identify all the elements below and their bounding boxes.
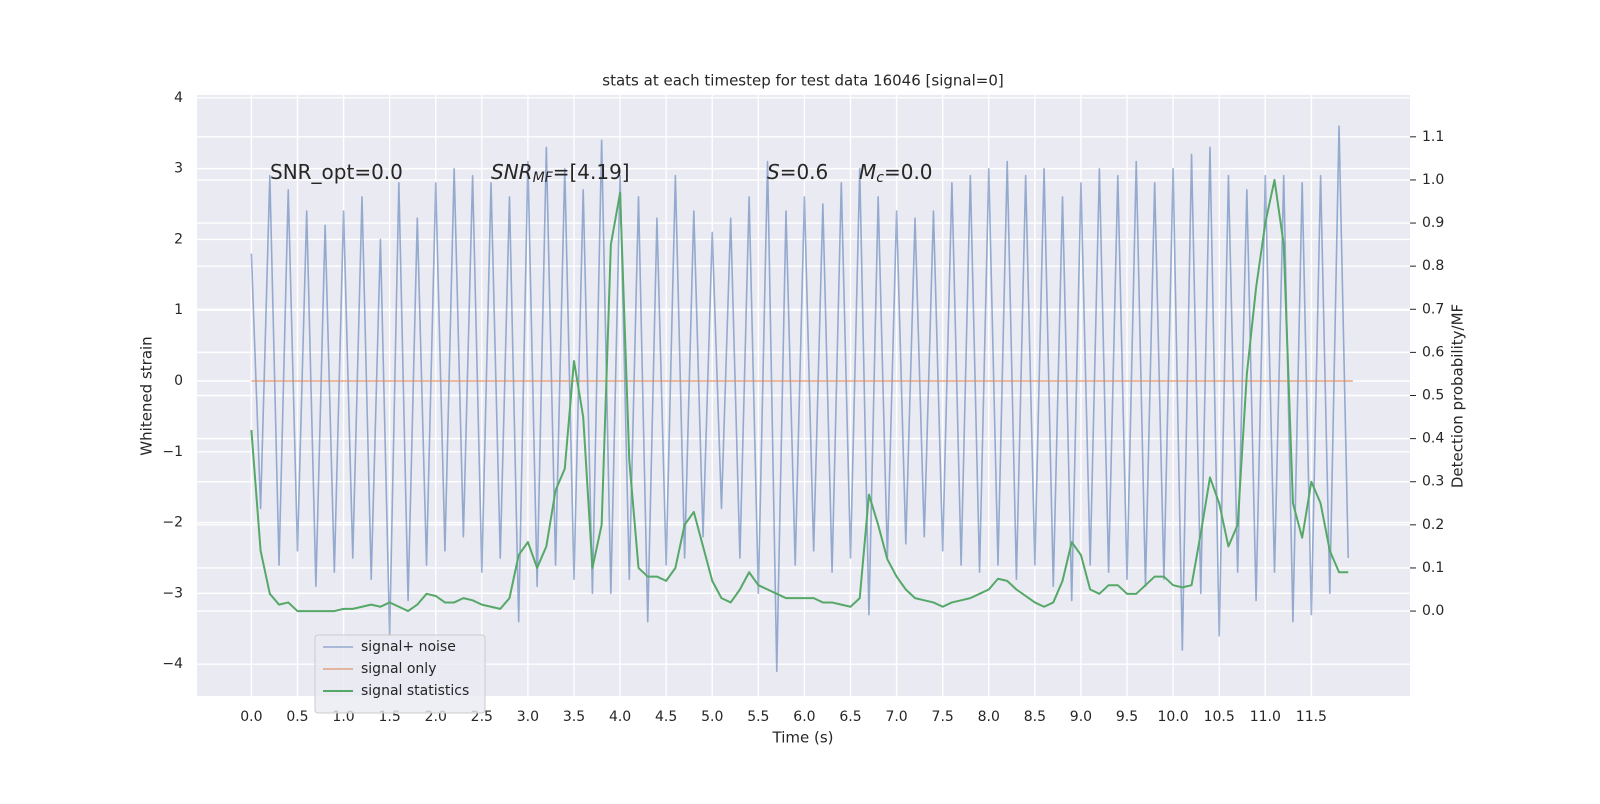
x-tick-label: 9.5 (1116, 709, 1138, 725)
x-tick-label: 6.5 (839, 709, 861, 725)
legend-label: signal+ noise (361, 639, 456, 655)
y-tick-label: −2 (162, 515, 183, 531)
y2-tick-label: 1.0 (1422, 172, 1444, 188)
chart-title: stats at each timestep for test data 160… (602, 72, 1003, 90)
x-tick-label: 4.0 (609, 709, 631, 725)
y2-tick-label: 0.3 (1422, 474, 1444, 490)
y-axis-label: Whitened strain (138, 336, 156, 455)
x-tick-label: 8.0 (978, 709, 1000, 725)
x-tick-label: 4.5 (655, 709, 677, 725)
y2-tick-label: 0.4 (1422, 431, 1444, 447)
y2-tick-label: 0.9 (1422, 215, 1444, 231)
legend-label: signal statistics (361, 683, 469, 699)
y-tick-label: 4 (174, 90, 183, 106)
annotation-subscript: MF (533, 170, 554, 186)
annotation-text: M (859, 160, 876, 184)
x-tick-label: 11.5 (1296, 709, 1327, 725)
y-tick-label: −4 (162, 656, 183, 672)
legend-box (314, 634, 486, 714)
x-tick-label: 7.0 (885, 709, 907, 725)
y2-tick-label: 0.6 (1422, 344, 1444, 360)
annotation: SNRMF=[4.19] (491, 160, 630, 187)
y-tick-label: 0 (174, 373, 183, 389)
y2-tick-label: 0.5 (1422, 388, 1444, 404)
x-tick-label: 10.5 (1204, 709, 1235, 725)
y2-tick-label: 1.1 (1422, 129, 1444, 145)
annotation-subscript: c (876, 170, 884, 186)
annotation-text: =0.0 (884, 160, 933, 184)
y2-tick-label: 0.1 (1422, 560, 1444, 576)
annotation-text: S (767, 160, 780, 184)
y2-axis-label: Detection probability/MF (1449, 304, 1467, 488)
x-tick-label: 11.0 (1250, 709, 1281, 725)
y2-tick-label: 0.2 (1422, 517, 1444, 533)
x-axis-label: Time (s) (772, 729, 834, 747)
series-line (250, 178, 1349, 613)
y-tick-label: 2 (174, 231, 183, 247)
x-tick-label: 5.5 (747, 709, 769, 725)
y2-tick-label: 0.8 (1422, 258, 1444, 274)
annotation-text: SNR_opt=0.0 (270, 160, 403, 184)
x-tick-label: 10.0 (1158, 709, 1189, 725)
y-tick-label: 3 (174, 161, 183, 177)
y2-tick-label: 0.0 (1422, 603, 1444, 619)
y2-tick-label: 0.7 (1422, 301, 1444, 317)
x-tick-label: 8.5 (1024, 709, 1046, 725)
x-tick-label: 0.0 (240, 709, 262, 725)
annotation-text: =[4.19] (553, 160, 630, 184)
x-tick-label: 7.5 (932, 709, 954, 725)
y-tick-label: 1 (174, 302, 183, 318)
annotation-text: =0.6 (780, 160, 829, 184)
annotation: Mc=0.0 (859, 160, 933, 187)
x-tick-label: 0.5 (286, 709, 308, 725)
y-tick-label: −3 (162, 585, 183, 601)
annotation: S=0.6 (767, 160, 828, 184)
x-tick-label: 3.5 (563, 709, 585, 725)
x-tick-label: 5.0 (701, 709, 723, 725)
annotation: SNR_opt=0.0 (270, 160, 403, 184)
y-tick-label: −1 (162, 444, 183, 460)
x-tick-label: 6.0 (793, 709, 815, 725)
x-tick-label: 9.0 (1070, 709, 1092, 725)
legend-label: signal only (361, 661, 436, 677)
x-tick-label: 3.0 (517, 709, 539, 725)
annotation-text: SNR (491, 160, 533, 184)
